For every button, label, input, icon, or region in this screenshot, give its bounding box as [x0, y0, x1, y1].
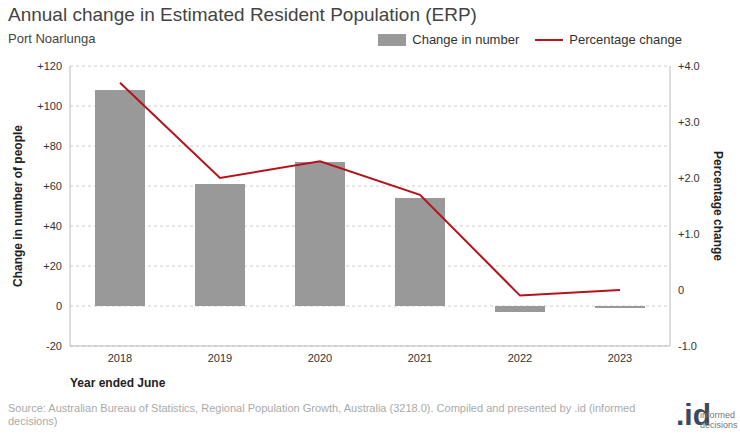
- svg-text:+40: +40: [43, 220, 62, 232]
- svg-text:2021: 2021: [408, 352, 432, 364]
- svg-text:2023: 2023: [608, 352, 632, 364]
- svg-text:2018: 2018: [108, 352, 132, 364]
- svg-text:+100: +100: [37, 100, 62, 112]
- svg-text:+80: +80: [43, 140, 62, 152]
- svg-text:+60: +60: [43, 180, 62, 192]
- svg-text:Change in number of people: Change in number of people: [11, 125, 25, 287]
- html-text:informed decisions: informed decisions: [700, 410, 738, 430]
- html-text:.id: .id: [676, 398, 711, 431]
- svg-text:+120: +120: [37, 60, 62, 72]
- svg-text:0: 0: [678, 284, 684, 296]
- svg-text:-1.0: -1.0: [678, 340, 697, 352]
- svg-text:Percentage change: Percentage change: [711, 151, 725, 261]
- html-text:Source: Australian Bureau of S: Source: Australian Bureau of Statistics,…: [8, 402, 636, 427]
- html-text:Year ended June: Year ended June: [70, 376, 166, 390]
- svg-text:2019: 2019: [208, 352, 232, 364]
- svg-text:+4.0: +4.0: [678, 60, 700, 72]
- svg-text:+20: +20: [43, 260, 62, 272]
- svg-text:+2.0: +2.0: [678, 172, 700, 184]
- svg-text:2022: 2022: [508, 352, 532, 364]
- svg-text:+1.0: +1.0: [678, 228, 700, 240]
- svg-text:+3.0: +3.0: [678, 116, 700, 128]
- html-text:Port Noarlunga: Port Noarlunga: [8, 31, 96, 46]
- html-text:Percentage change: Percentage change: [569, 32, 682, 47]
- html-text:Annual change in Estimated Res: Annual change in Estimated Resident Popu…: [8, 4, 477, 25]
- svg-text:-20: -20: [46, 340, 62, 352]
- svg-text:2020: 2020: [308, 352, 332, 364]
- svg-text:0: 0: [56, 300, 62, 312]
- html-text:Change in number: Change in number: [412, 32, 520, 47]
